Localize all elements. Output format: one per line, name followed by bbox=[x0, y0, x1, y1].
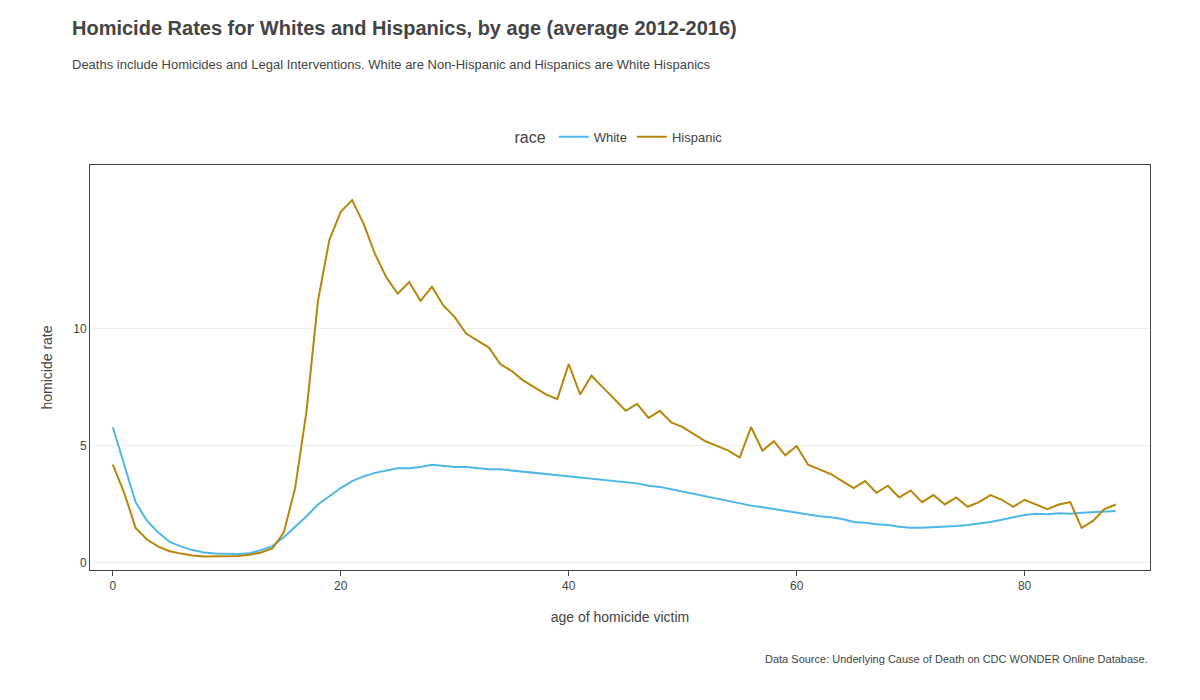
svg-text:0: 0 bbox=[109, 579, 116, 593]
svg-text:race: race bbox=[515, 129, 546, 146]
svg-text:40: 40 bbox=[562, 579, 576, 593]
svg-text:White: White bbox=[594, 130, 627, 145]
svg-text:0: 0 bbox=[80, 556, 87, 570]
svg-text:5: 5 bbox=[80, 439, 87, 453]
svg-text:80: 80 bbox=[1018, 579, 1032, 593]
svg-text:homicide rate: homicide rate bbox=[39, 325, 55, 409]
svg-text:Homicide Rates for Whites and: Homicide Rates for Whites and Hispanics,… bbox=[72, 17, 737, 39]
svg-text:age of homicide victim: age of homicide victim bbox=[551, 609, 690, 625]
svg-text:20: 20 bbox=[334, 579, 348, 593]
svg-text:60: 60 bbox=[790, 579, 804, 593]
svg-text:10: 10 bbox=[73, 322, 87, 336]
svg-text:Data Source: Underlying Cause: Data Source: Underlying Cause of Death o… bbox=[765, 653, 1148, 665]
svg-text:Deaths include Homicides and L: Deaths include Homicides and Legal Inter… bbox=[72, 57, 711, 72]
svg-text:Hispanic: Hispanic bbox=[672, 130, 722, 145]
